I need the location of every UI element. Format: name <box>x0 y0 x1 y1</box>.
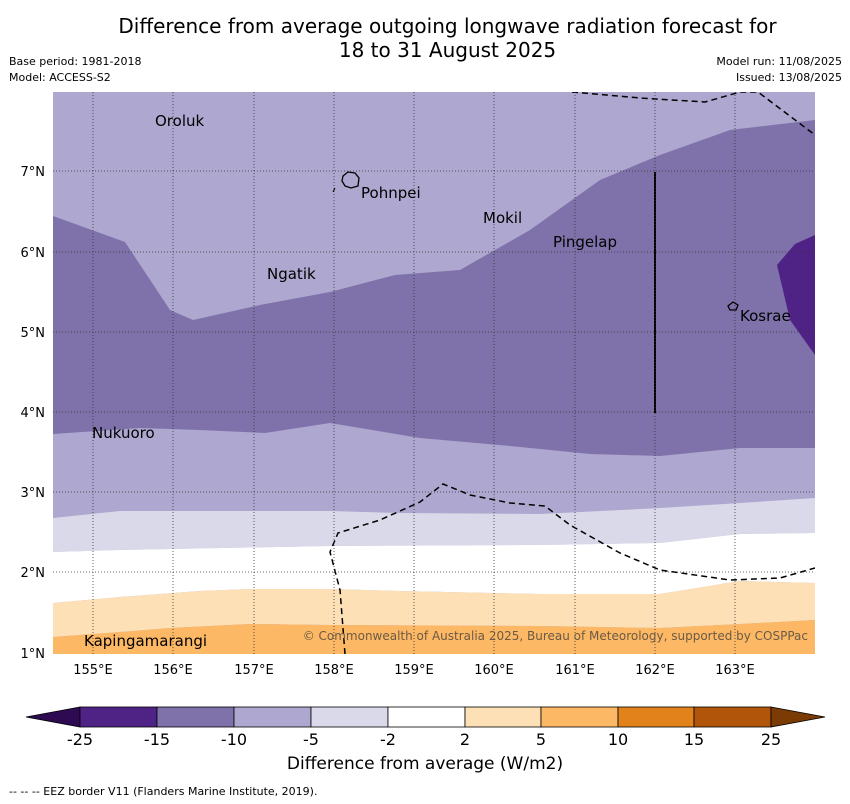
pohnpei-island-shape <box>341 171 360 189</box>
lon-tick-162e: 162°E <box>635 663 675 678</box>
colorbar-bin-5 <box>387 706 466 728</box>
meta-right: Model run: 11/08/2025 Issued: 13/08/2025 <box>716 54 842 86</box>
meta-left: Base period: 1981-2018 Model: ACCESS-S2 <box>9 54 141 86</box>
graticule <box>53 92 815 654</box>
lat-tick-6n: 6°N <box>21 246 46 261</box>
colorbar <box>25 706 826 728</box>
colorbar-label: Difference from average (W/m2) <box>286 754 564 774</box>
cbar-tick-6: 2 <box>460 730 470 749</box>
colorbar-bin-1 <box>79 706 158 728</box>
colorbar-ticks: -25 -15 -10 -5 -2 2 5 10 15 25 <box>67 730 781 749</box>
band-minus5-minus2 <box>53 498 815 552</box>
place-pohnpei: Pohnpei <box>361 184 421 202</box>
cbar-tick-2: -15 <box>144 730 170 749</box>
place-pingelap: Pingelap <box>553 233 617 251</box>
band-minus25-minus15 <box>777 235 815 355</box>
lat-tick-labels: 7°N 6°N 5°N 4°N 3°N 2°N 1°N <box>21 165 46 662</box>
place-oroluk: Oroluk <box>155 112 204 130</box>
lat-tick-7n: 7°N <box>21 165 46 180</box>
colorbar-bin-6 <box>464 706 542 728</box>
map-title: Difference from average outgoing longwav… <box>0 14 850 62</box>
title-line-2: 18 to 31 August 2025 <box>338 38 557 62</box>
colorbar-extend-low <box>25 706 81 728</box>
cbar-tick-5: -2 <box>380 730 396 749</box>
place-kapingamarangi: Kapingamarangi <box>84 632 207 650</box>
place-mokil: Mokil <box>483 209 522 227</box>
colorbar-extend-high <box>770 706 826 728</box>
lat-tick-4n: 4°N <box>21 406 46 421</box>
cbar-tick-3: -10 <box>221 730 247 749</box>
cbar-tick-7: 5 <box>536 730 546 749</box>
lon-tick-labels: 155°E 156°E 157°E 158°E 159°E 160°E 161°… <box>73 663 755 678</box>
lat-tick-2n: 2°N <box>21 566 46 581</box>
place-nukuoro: Nukuoro <box>92 424 155 442</box>
model-run: Model run: 11/08/2025 <box>716 55 842 68</box>
lon-tick-155e: 155°E <box>73 663 113 678</box>
colorbar-bin-9 <box>693 706 772 728</box>
eez-footnote: -- -- -- EEZ border V11 (Flanders Marine… <box>9 785 318 798</box>
lon-tick-163e: 163°E <box>715 663 755 678</box>
model-name: Model: ACCESS-S2 <box>9 71 111 84</box>
cbar-tick-4: -5 <box>303 730 319 749</box>
colorbar-bin-8 <box>617 706 695 728</box>
cbar-tick-8: 10 <box>608 730 628 749</box>
colorbar-bin-2 <box>156 706 235 728</box>
cbar-tick-9: 15 <box>684 730 704 749</box>
lon-tick-156e: 156°E <box>153 663 193 678</box>
colorbar-bin-3 <box>233 706 312 728</box>
place-kosrae: Kosrae <box>740 307 791 325</box>
band-minus15-minus10 <box>53 120 815 456</box>
title-line-1: Difference from average outgoing longwav… <box>118 14 777 38</box>
cbar-tick-1: -25 <box>67 730 93 749</box>
lat-tick-3n: 3°N <box>21 486 46 501</box>
lat-tick-1n: 1°N <box>21 647 46 662</box>
colorbar-bin-7 <box>540 706 619 728</box>
base-period: Base period: 1981-2018 <box>9 55 142 68</box>
cbar-tick-10: 25 <box>761 730 781 749</box>
band-minus2-2 <box>53 533 815 603</box>
colorbar-bin-4 <box>310 706 389 728</box>
lon-tick-161e: 161°E <box>555 663 595 678</box>
lon-tick-160e: 160°E <box>474 663 514 678</box>
contour-fill <box>53 92 815 654</box>
issued-date: Issued: 13/08/2025 <box>735 71 842 84</box>
lon-tick-157e: 157°E <box>234 663 274 678</box>
copyright-text: © Commonwealth of Australia 2025, Bureau… <box>303 629 808 643</box>
lat-tick-5n: 5°N <box>21 326 46 341</box>
band-5-10 <box>53 620 815 654</box>
lon-tick-158e: 158°E <box>314 663 354 678</box>
kosrae-island-shape <box>727 301 739 311</box>
lon-tick-159e: 159°E <box>394 663 434 678</box>
band-2-5 <box>53 581 815 637</box>
place-ngatik: Ngatik <box>267 265 316 283</box>
pohnpei-tick <box>332 187 336 193</box>
